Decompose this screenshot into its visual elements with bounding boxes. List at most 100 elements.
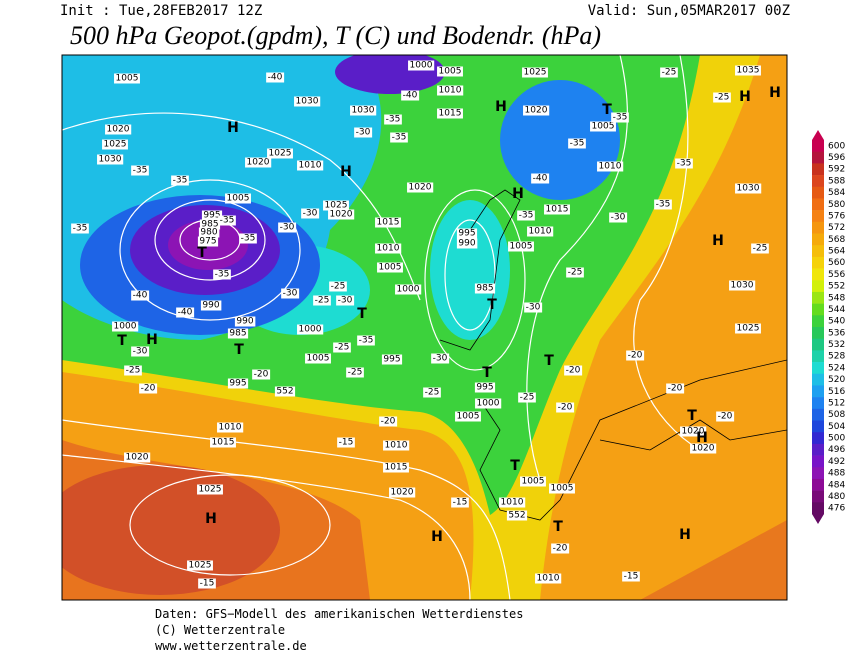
isobar-label: 1010 xyxy=(537,574,560,584)
isobar-label-box xyxy=(680,426,707,437)
colorbar-label: 580 xyxy=(828,200,845,210)
low-marker: T xyxy=(357,306,367,322)
temperature-label: -25 xyxy=(520,393,535,403)
isobar-label-group: 1025 xyxy=(735,323,761,334)
isobar-label-group: 1025 xyxy=(187,560,213,571)
isobar-label-group: 1000 xyxy=(395,284,422,295)
high-marker: H xyxy=(512,186,524,202)
temperature-label: -25 xyxy=(335,343,350,353)
isobar-label-box xyxy=(437,108,463,119)
isobar-label-group: 1010 xyxy=(383,440,410,451)
isobar-label-group: 1005 xyxy=(437,66,463,77)
isobar-label-box xyxy=(597,161,624,172)
isobar-label-group: 975 xyxy=(197,236,219,247)
colorbar-label: 484 xyxy=(828,480,845,490)
temperature-label-group: -20 xyxy=(551,543,570,554)
temperature-label-box xyxy=(423,387,441,398)
colorbar-swatch xyxy=(812,210,824,223)
colorbar-swatch xyxy=(812,455,824,468)
isobar-label: 1035 xyxy=(737,66,760,76)
temperature-label-box xyxy=(266,72,285,83)
isobar-label-box xyxy=(201,210,223,221)
temperature-label-box xyxy=(568,138,586,149)
low-marker: T xyxy=(687,408,697,424)
isobar-label-group: 985 xyxy=(199,219,221,230)
colorbar-swatch xyxy=(812,350,824,363)
isobar-label: 1010 xyxy=(385,441,408,451)
temperature-label-group: -30 xyxy=(336,295,355,306)
isobar-label-group: 1025 xyxy=(197,484,223,495)
low-marker: T xyxy=(487,297,497,313)
isobar-label-box xyxy=(297,324,324,335)
isobar-label: 1025 xyxy=(325,201,348,211)
temperature-label: -40 xyxy=(133,291,148,301)
temperature-label: -15 xyxy=(339,438,354,448)
colorbar-swatch xyxy=(812,151,824,164)
colorbar-label: 552 xyxy=(828,282,845,292)
temperature-label: -20 xyxy=(566,366,581,376)
colorbar-label: 504 xyxy=(828,422,845,432)
temperature-label-group: -25 xyxy=(713,92,731,103)
isobar-label-box xyxy=(197,236,219,247)
temperature-label: -25 xyxy=(348,368,363,378)
isobar-label-group: 1010 xyxy=(597,161,624,172)
temperature-label: -20 xyxy=(141,384,156,394)
isobar-label-box xyxy=(375,243,402,254)
colorbar-label: 564 xyxy=(828,247,845,257)
low-marker: T xyxy=(482,365,492,381)
isobar-label-group: 1010 xyxy=(535,573,562,584)
low-marker: T xyxy=(117,333,127,349)
colorbar-swatch xyxy=(812,408,824,421)
isobar-label-group: 1015 xyxy=(210,437,236,448)
isobar-label: 975 xyxy=(199,237,216,247)
isobar-label: 985 xyxy=(476,284,493,294)
isobar-label-group: 1030 xyxy=(97,154,124,165)
temperature-label: -20 xyxy=(254,370,269,380)
isobar-label-group: 1025 xyxy=(267,148,293,159)
temperature-label-group: -40 xyxy=(531,173,550,184)
isobar-label-group: 1005 xyxy=(305,353,331,364)
temperature-label-box xyxy=(333,342,351,353)
temperature-label-group: -20 xyxy=(379,416,398,427)
temperature-label: -20 xyxy=(553,544,568,554)
high-marker: H xyxy=(679,527,691,543)
field-warm-east xyxy=(640,520,787,600)
isobar-label-box xyxy=(456,238,478,249)
isobar-label-group: 1015 xyxy=(375,217,401,228)
temperature-label-box xyxy=(354,127,373,138)
temperature-label-group: -40 xyxy=(266,72,285,83)
temperature-label-box xyxy=(357,335,375,346)
colorbar-label: 548 xyxy=(828,293,845,303)
temperature-label: -15 xyxy=(624,572,639,582)
isobar-label: 995 xyxy=(383,355,400,365)
isobar-label: 1010 xyxy=(219,423,242,433)
temperature-label: -30 xyxy=(283,289,298,299)
temperature-label-box xyxy=(517,210,535,221)
isobar-label-box xyxy=(729,280,756,291)
temperature-label-group: -25 xyxy=(333,342,351,353)
temperature-label-group: -30 xyxy=(354,127,373,138)
isobar-label-box xyxy=(377,262,403,273)
temperature-label-group: -25 xyxy=(518,392,536,403)
isobar-label-group: 1015 xyxy=(544,204,570,215)
isobar-label-box xyxy=(112,321,139,332)
temperature-label-group: -35 xyxy=(71,223,89,234)
temperature-label: -30 xyxy=(526,303,541,313)
temperature-label-box xyxy=(301,208,320,219)
temperature-label: -30 xyxy=(356,128,371,138)
isobar-label-box xyxy=(294,96,321,107)
init-time: Init : Tue,28FEB2017 12Z xyxy=(60,3,262,19)
field-purple-north xyxy=(335,55,445,94)
colorbar-label: 528 xyxy=(828,352,845,362)
isobar-label-box xyxy=(225,193,251,204)
isobar-label-box xyxy=(437,66,463,77)
isobar-label-box xyxy=(735,183,762,194)
isobar-label-box xyxy=(535,573,562,584)
isobar-label-group: 1010 xyxy=(527,226,554,237)
isobar-label: 1015 xyxy=(546,205,569,215)
isobar-label: 1010 xyxy=(439,86,462,96)
temperature-label-box xyxy=(131,165,149,176)
isobar-label: 990 xyxy=(202,301,219,311)
isobar-label-group: 990 xyxy=(200,300,222,311)
colorbar-label: 596 xyxy=(828,153,845,163)
